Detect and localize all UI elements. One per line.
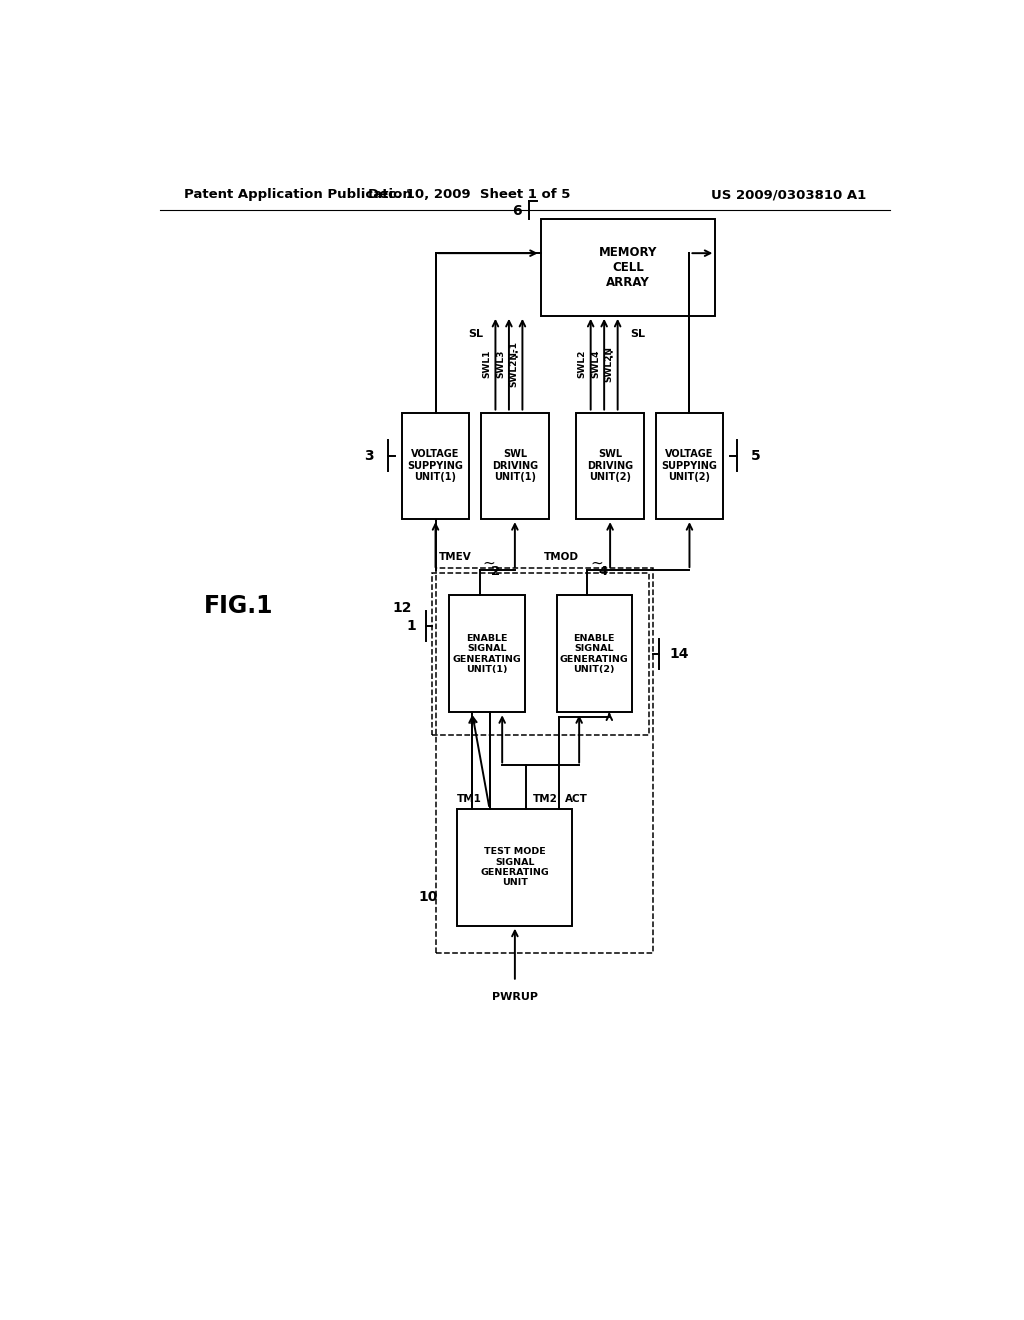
Bar [577, 412, 644, 519]
Text: SWL2: SWL2 [578, 350, 587, 379]
Text: ENABLE
SIGNAL
GENERATING
UNIT(2): ENABLE SIGNAL GENERATING UNIT(2) [560, 634, 629, 675]
Bar [432, 573, 649, 735]
Text: ~: ~ [482, 556, 496, 570]
Bar [450, 595, 524, 713]
Text: FIG.1: FIG.1 [205, 594, 273, 618]
Text: :: : [513, 347, 518, 360]
Text: VOLTAGE
SUPPYING
UNIT(1): VOLTAGE SUPPYING UNIT(1) [408, 449, 464, 483]
Bar [436, 568, 653, 953]
Text: SWL1: SWL1 [482, 350, 492, 379]
Text: SL: SL [630, 329, 645, 339]
Bar [557, 595, 632, 713]
Text: PWRUP: PWRUP [492, 991, 538, 1002]
Text: 4: 4 [599, 565, 608, 578]
Text: TM1: TM1 [457, 793, 481, 804]
Bar [655, 412, 723, 519]
Text: 1: 1 [407, 619, 416, 632]
Text: ACT: ACT [565, 793, 588, 804]
Text: TMEV: TMEV [439, 552, 472, 562]
Text: ENABLE
SIGNAL
GENERATING
UNIT(1): ENABLE SIGNAL GENERATING UNIT(1) [453, 634, 521, 675]
Text: Dec. 10, 2009  Sheet 1 of 5: Dec. 10, 2009 Sheet 1 of 5 [368, 189, 570, 202]
Text: :: : [608, 347, 613, 360]
Text: SWL4: SWL4 [591, 350, 600, 379]
Text: 6: 6 [512, 205, 521, 218]
Text: SWL2N: SWL2N [605, 346, 613, 383]
Text: SL: SL [468, 329, 483, 339]
Text: SWL
DRIVING
UNIT(2): SWL DRIVING UNIT(2) [587, 449, 633, 483]
Text: SWL2N-1: SWL2N-1 [510, 342, 518, 387]
Text: TM2: TM2 [532, 793, 558, 804]
Text: TMOD: TMOD [544, 552, 579, 562]
Text: 14: 14 [670, 647, 689, 661]
Text: MEMORY
CELL
ARRAY: MEMORY CELL ARRAY [599, 246, 657, 289]
Text: ~: ~ [590, 556, 603, 570]
Bar [458, 809, 572, 925]
Bar [481, 412, 549, 519]
Text: VOLTAGE
SUPPYING
UNIT(2): VOLTAGE SUPPYING UNIT(2) [662, 449, 718, 483]
Text: 5: 5 [751, 449, 761, 463]
Text: US 2009/0303810 A1: US 2009/0303810 A1 [711, 189, 866, 202]
Text: Patent Application Publication: Patent Application Publication [183, 189, 412, 202]
Text: 10: 10 [418, 890, 437, 904]
Text: SWL3: SWL3 [496, 350, 505, 379]
Bar [401, 412, 469, 519]
Text: TEST MODE
SIGNAL
GENERATING
UNIT: TEST MODE SIGNAL GENERATING UNIT [480, 847, 549, 887]
Text: 3: 3 [365, 449, 374, 463]
Text: 2: 2 [492, 565, 501, 578]
Bar [541, 219, 715, 315]
Text: 12: 12 [392, 601, 412, 615]
Text: SWL
DRIVING
UNIT(1): SWL DRIVING UNIT(1) [492, 449, 538, 483]
